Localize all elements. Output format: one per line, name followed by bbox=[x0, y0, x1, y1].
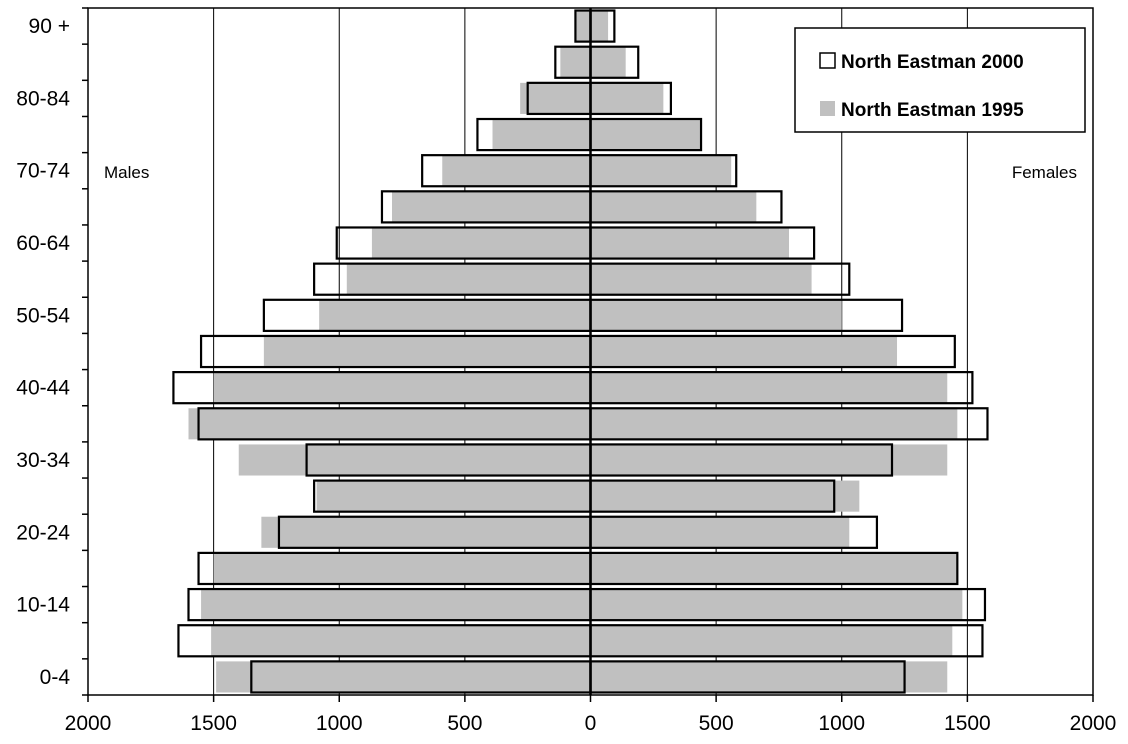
females-side-label: Females bbox=[1012, 163, 1077, 182]
bar-1995-female bbox=[590, 408, 958, 440]
bar-1995-male bbox=[392, 191, 591, 223]
bar-1995-male bbox=[520, 82, 591, 114]
bar-1995-female bbox=[590, 372, 948, 404]
y-tick-label: 90 + bbox=[29, 15, 70, 38]
y-tick-label: 20-24 bbox=[16, 521, 70, 544]
legend: North Eastman 2000 North Eastman 1995 bbox=[794, 27, 1086, 133]
x-tick-label: 500 bbox=[447, 712, 482, 735]
bar-1995-male bbox=[371, 227, 591, 259]
y-axis-labels: 0-4 10-14 20-24 30-34 40-44 50-54 60-64 70-74 80… bbox=[16, 15, 70, 689]
bar-1995-male bbox=[316, 480, 591, 512]
y-tick-label: 0-4 bbox=[40, 666, 71, 689]
bar-1995-female bbox=[590, 516, 850, 548]
axes bbox=[82, 7, 1094, 702]
bar-1995-male bbox=[560, 46, 591, 78]
y-tick-label: 80-84 bbox=[16, 87, 70, 110]
bar-1995-female bbox=[590, 661, 948, 693]
bar-1995-male bbox=[442, 155, 591, 187]
x-tick-label: 500 bbox=[699, 712, 734, 735]
males-side-label: Males bbox=[104, 163, 149, 182]
bar-1995-female bbox=[590, 552, 958, 584]
bar-1995-female bbox=[590, 444, 948, 476]
bar-1995-male bbox=[211, 625, 591, 657]
bar-1995-female bbox=[590, 10, 609, 42]
bar-1995-female bbox=[590, 191, 757, 223]
x-axis-tick-labels: 2000 1500 1000 500 0 500 1000 1500 2000 bbox=[65, 712, 1117, 735]
bar-1995-male bbox=[216, 661, 591, 693]
bar-1995-male bbox=[492, 119, 591, 151]
legend-label-2000: North Eastman 2000 bbox=[841, 52, 1024, 73]
legend-label-1995: North Eastman 1995 bbox=[841, 100, 1024, 121]
bar-1995-female bbox=[590, 480, 860, 512]
bar-1995-female bbox=[590, 46, 626, 78]
x-tick-label: 1000 bbox=[818, 712, 865, 735]
x-tick-label: 1500 bbox=[944, 712, 991, 735]
bar-1995-male bbox=[346, 263, 591, 295]
legend-box bbox=[794, 27, 1086, 133]
bar-1995-male bbox=[261, 516, 591, 548]
bar-1995-female bbox=[590, 299, 842, 331]
bar-1995-female bbox=[590, 227, 789, 259]
x-tick-label: 0 bbox=[585, 712, 597, 735]
x-tick-label: 2000 bbox=[1070, 712, 1117, 735]
bar-1995-male bbox=[575, 10, 591, 42]
bar-1995-female bbox=[590, 119, 702, 151]
x-tick-label: 1500 bbox=[190, 712, 237, 735]
bar-1995-male bbox=[263, 335, 591, 368]
series-1995-bars bbox=[188, 10, 963, 693]
bar-1995-male bbox=[188, 408, 591, 440]
x-tick-label: 1000 bbox=[316, 712, 363, 735]
x-tick-label: 2000 bbox=[65, 712, 112, 735]
y-tick-label: 60-64 bbox=[16, 232, 70, 255]
bar-1995-male bbox=[238, 444, 591, 476]
bar-1995-female bbox=[590, 335, 898, 368]
bar-1995-female bbox=[590, 82, 664, 114]
legend-swatch-1995 bbox=[820, 101, 835, 116]
bar-1995-male bbox=[213, 552, 591, 584]
bar-1995-female bbox=[590, 263, 812, 295]
bar-1995-female bbox=[590, 589, 963, 621]
bar-1995-male bbox=[201, 589, 591, 621]
y-tick-label: 10-14 bbox=[16, 594, 70, 617]
legend-swatch-2000 bbox=[819, 52, 836, 69]
bar-1995-female bbox=[590, 155, 732, 187]
y-tick-label: 50-54 bbox=[16, 304, 70, 327]
bar-1995-female bbox=[590, 625, 953, 657]
bar-1995-male bbox=[213, 372, 591, 404]
bar-1995-male bbox=[319, 299, 591, 331]
y-tick-label: 30-34 bbox=[16, 449, 70, 472]
y-tick-label: 70-74 bbox=[16, 160, 70, 183]
y-tick-label: 40-44 bbox=[16, 377, 70, 400]
